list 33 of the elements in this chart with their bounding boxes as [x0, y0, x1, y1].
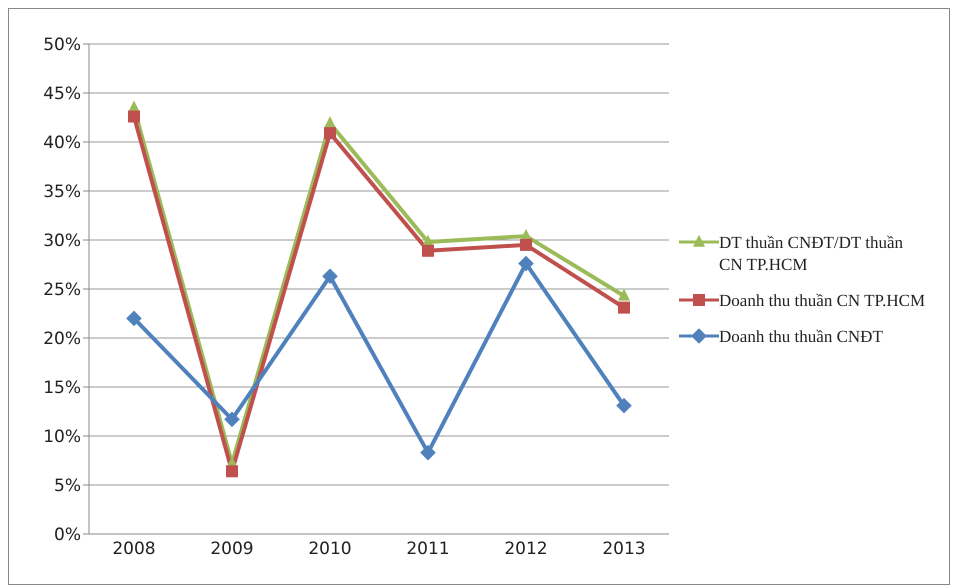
legend-label: Doanh thu thuần CNĐT	[719, 326, 883, 348]
point	[616, 398, 632, 414]
y-tick-label: 35%	[43, 182, 81, 202]
x-tick-label: 2008	[112, 539, 156, 560]
point	[420, 444, 436, 460]
point	[224, 412, 240, 428]
point	[226, 465, 238, 478]
x-tick-label: 2012	[504, 539, 548, 560]
point	[422, 244, 434, 257]
point	[126, 310, 142, 326]
x-tick-label: 2009	[210, 539, 254, 560]
point	[618, 302, 630, 314]
y-tick-label: 5%	[54, 476, 81, 496]
point	[324, 127, 336, 140]
y-tick-label: 40%	[43, 133, 81, 154]
y-tick-label: 10%	[43, 427, 81, 448]
y-tick-label: 15%	[43, 378, 81, 398]
y-tick-label: 20%	[43, 329, 81, 350]
x-tick-label: 2010	[308, 539, 352, 560]
y-tick-label: 45%	[43, 84, 81, 104]
legend-label: Doanh thu thuần CN TP.HCM	[719, 290, 926, 312]
point	[518, 256, 534, 272]
point	[520, 238, 532, 251]
y-tick-label: 50%	[43, 35, 81, 56]
point	[618, 288, 630, 301]
point	[128, 110, 140, 123]
legend-label: DT thuần CNĐT/DT thuần CN TP.HCM	[719, 232, 904, 276]
y-tick-label: 30%	[43, 231, 81, 252]
point	[322, 268, 338, 284]
x-tick-label: 2013	[602, 539, 646, 560]
y-tick-label: 25%	[43, 280, 81, 300]
x-tick-label: 2011	[406, 539, 450, 560]
y-tick-label: 0%	[54, 525, 81, 546]
